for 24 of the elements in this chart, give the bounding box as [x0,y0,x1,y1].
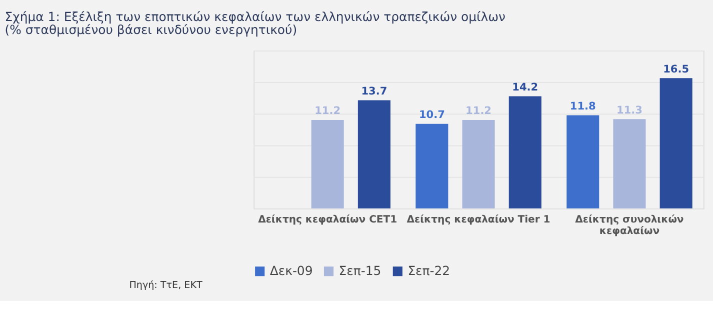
bar [508,96,542,208]
legend-label: Δεκ-09 [270,263,313,278]
x-tick-label: Δείκτης κεφαλαίων CET1 [258,213,398,226]
data-label: 14.2 [512,82,538,94]
data-label: 11.8 [570,100,596,112]
data-label: 11.2 [466,105,492,118]
data-label: 16.5 [663,63,690,76]
data-label: 11.2 [314,105,341,118]
bar [613,119,646,208]
chart-title: Σχήμα 1: Εξέλιξη των εποπτικών κεφαλαίων των ελληνικών τραπεζικών ομίλων [4,8,506,24]
legend-label: Σεπ-22 [408,263,450,278]
x-tick-label: Δείκτης συνολικών κεφαλαίων [575,213,684,238]
bar [462,120,495,208]
bar [660,78,692,208]
bar [358,100,390,208]
bar [311,120,344,208]
data-label: 11.3 [616,104,642,116]
x-tick-label: Δείκτης κεφαλαίων Tier 1 [406,213,550,226]
data-label: 10.7 [418,109,445,122]
bar [416,124,448,208]
text: Πηγή: ΤτΕ, ΕΚΤ [129,280,202,291]
bar [566,115,600,208]
legend-label: Σεπ-15 [338,263,382,278]
data-label: 13.7 [361,85,388,98]
